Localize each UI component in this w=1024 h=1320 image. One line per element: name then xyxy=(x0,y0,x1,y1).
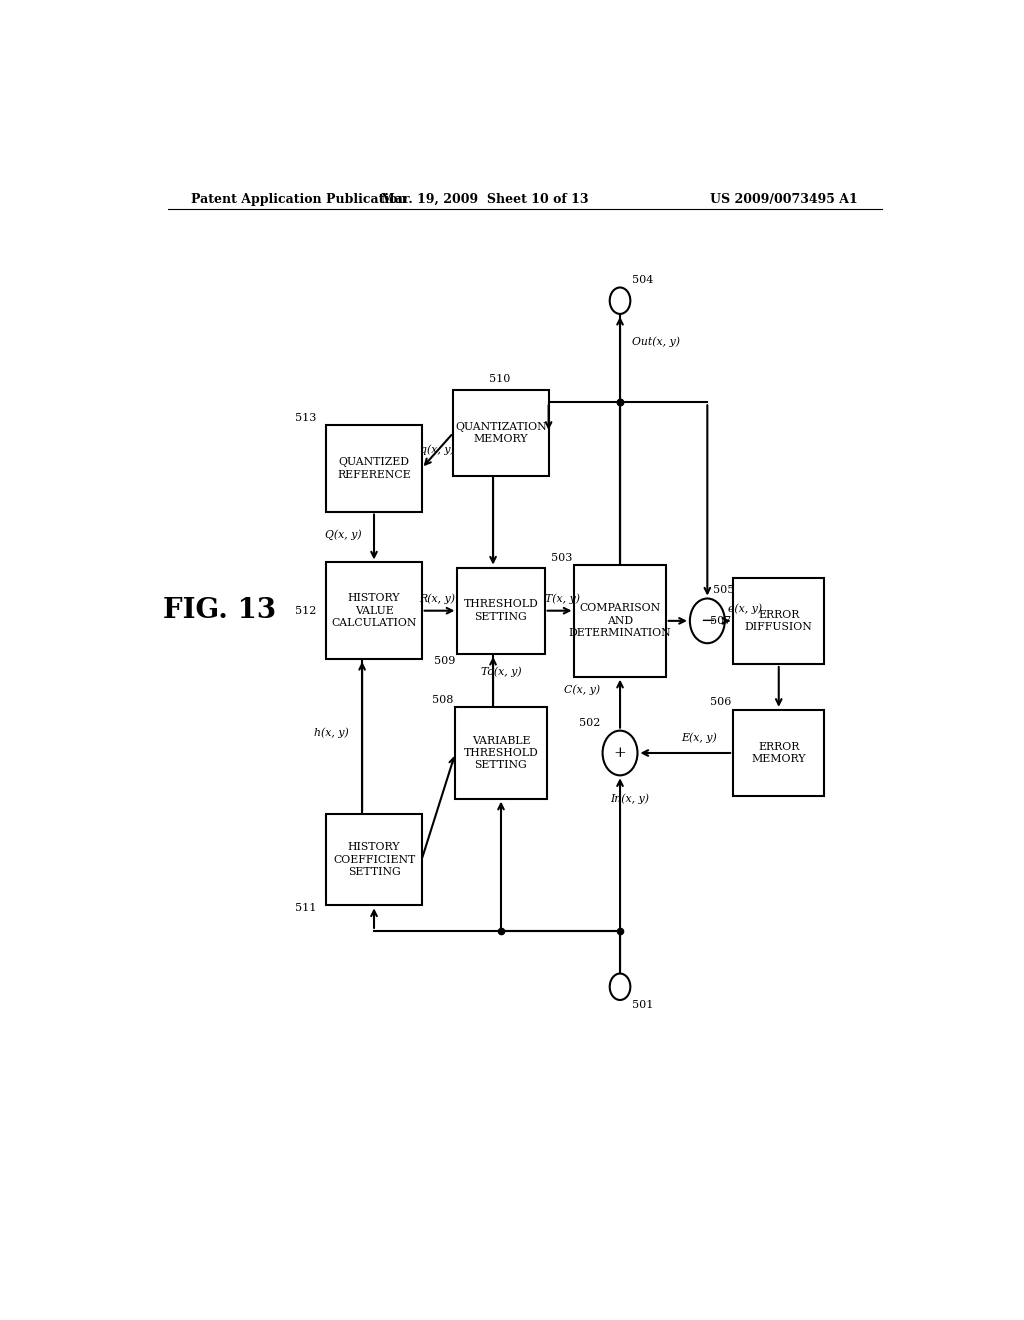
Text: 503: 503 xyxy=(551,553,572,562)
Bar xyxy=(456,708,547,799)
Text: QUANTIZED
REFERENCE: QUANTIZED REFERENCE xyxy=(337,457,411,479)
Text: E(x, y): E(x, y) xyxy=(682,733,717,743)
Bar xyxy=(458,568,545,653)
Bar xyxy=(574,565,666,677)
Text: C(x, y): C(x, y) xyxy=(564,685,600,696)
Text: THRESHOLD
SETTING: THRESHOLD SETTING xyxy=(464,599,539,622)
Text: QUANTIZATION
MEMORY: QUANTIZATION MEMORY xyxy=(456,421,547,444)
Text: Patent Application Publication: Patent Application Publication xyxy=(191,193,407,206)
Text: 510: 510 xyxy=(489,374,510,384)
Circle shape xyxy=(690,598,725,643)
Text: 507: 507 xyxy=(710,616,731,626)
Bar xyxy=(733,578,824,664)
Text: e(x, y): e(x, y) xyxy=(728,603,763,614)
Text: ERROR
MEMORY: ERROR MEMORY xyxy=(752,742,806,764)
Text: Out(x, y): Out(x, y) xyxy=(632,337,680,347)
Text: Mar. 19, 2009  Sheet 10 of 13: Mar. 19, 2009 Sheet 10 of 13 xyxy=(381,193,589,206)
Text: R(x, y): R(x, y) xyxy=(420,593,456,603)
Bar xyxy=(327,814,422,906)
Text: 508: 508 xyxy=(432,696,454,705)
Text: FIG. 13: FIG. 13 xyxy=(163,597,275,624)
Text: COMPARISON
AND
DETERMINATION: COMPARISON AND DETERMINATION xyxy=(568,603,672,639)
Text: In(x, y): In(x, y) xyxy=(610,793,649,804)
Text: 513: 513 xyxy=(295,413,316,422)
Text: −: − xyxy=(699,612,715,630)
Circle shape xyxy=(602,731,638,775)
Circle shape xyxy=(609,288,631,314)
Text: 502: 502 xyxy=(579,718,600,727)
Text: HISTORY
VALUE
CALCULATION: HISTORY VALUE CALCULATION xyxy=(332,593,417,628)
Circle shape xyxy=(609,974,631,1001)
Text: To(x, y): To(x, y) xyxy=(480,667,521,677)
Text: +: + xyxy=(613,746,627,760)
Bar xyxy=(454,389,549,477)
Text: h(x, y): h(x, y) xyxy=(314,727,348,738)
Text: 511: 511 xyxy=(295,903,316,913)
Text: HISTORY
COEFFICIENT
SETTING: HISTORY COEFFICIENT SETTING xyxy=(333,842,415,876)
Text: ERROR
DIFFUSION: ERROR DIFFUSION xyxy=(744,610,813,632)
Text: 506: 506 xyxy=(710,697,731,708)
Text: VARIABLE
THRESHOLD
SETTING: VARIABLE THRESHOLD SETTING xyxy=(464,735,539,771)
Text: 501: 501 xyxy=(632,1001,653,1010)
Text: US 2009/0073495 A1: US 2009/0073495 A1 xyxy=(711,193,858,206)
Text: 509: 509 xyxy=(433,656,455,667)
Text: q(x, y): q(x, y) xyxy=(420,445,455,455)
Text: 512: 512 xyxy=(295,606,316,615)
Text: T(x, y): T(x, y) xyxy=(546,593,581,603)
Bar xyxy=(327,562,422,659)
Text: 504: 504 xyxy=(632,276,653,285)
Text: Q(x, y): Q(x, y) xyxy=(326,529,362,540)
Text: 505: 505 xyxy=(713,586,734,595)
Bar xyxy=(733,710,824,796)
Bar xyxy=(327,425,422,512)
